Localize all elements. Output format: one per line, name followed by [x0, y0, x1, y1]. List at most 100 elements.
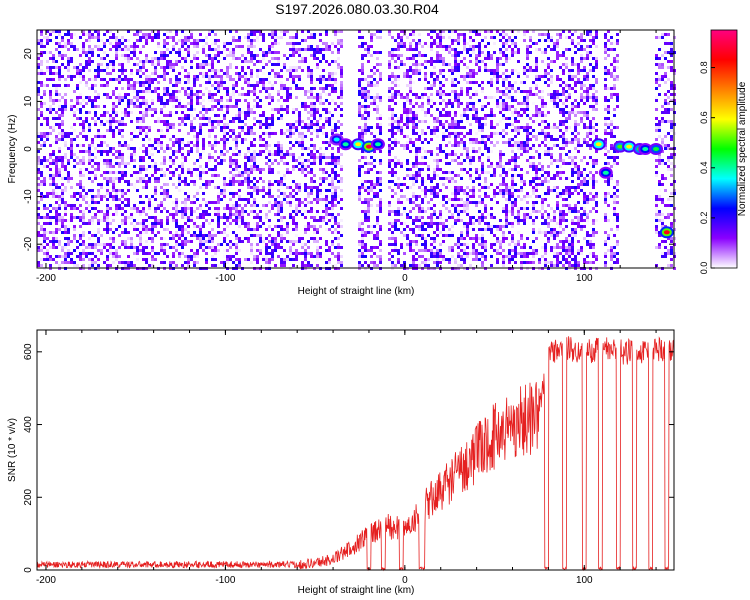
heatmap-cell	[418, 255, 421, 258]
heatmap-cell	[175, 57, 178, 60]
heatmap-cell	[61, 45, 64, 48]
heatmap-cell	[289, 201, 292, 204]
heatmap-cell	[433, 246, 436, 249]
heatmap-cell	[301, 39, 304, 42]
heatmap-cell	[106, 216, 109, 219]
heatmap-cell	[232, 105, 235, 108]
heatmap-cell	[370, 246, 373, 249]
heatmap-cell	[238, 132, 241, 135]
heatmap-cell	[106, 165, 109, 168]
heatmap-cell	[208, 30, 211, 33]
heatmap-cell	[439, 150, 442, 153]
heatmap-cell	[289, 240, 292, 243]
heatmap-cell	[235, 45, 238, 48]
heatmap-cell	[391, 87, 394, 90]
heatmap-cell	[244, 165, 247, 168]
heatmap-cell	[295, 183, 298, 186]
heatmap-cell	[364, 90, 367, 93]
heatmap-cell	[247, 81, 250, 84]
heatmap-cell	[238, 120, 241, 123]
heatmap-cell	[466, 117, 469, 120]
heatmap-cell	[202, 171, 205, 174]
heatmap-cell	[259, 171, 262, 174]
heatmap-cell	[466, 51, 469, 54]
heatmap-cell	[106, 54, 109, 57]
heatmap-cell	[148, 216, 151, 219]
heatmap-cell	[136, 207, 139, 210]
heatmap-cell	[115, 78, 118, 81]
heatmap-cell	[370, 162, 373, 165]
heatmap-cell	[217, 45, 220, 48]
heatmap-cell	[427, 264, 430, 267]
heatmap-cell	[295, 228, 298, 231]
heatmap-cell	[292, 42, 295, 45]
heatmap-cell	[223, 192, 226, 195]
heatmap-cell	[214, 207, 217, 210]
heatmap-cell	[88, 189, 91, 192]
heatmap-cell	[451, 234, 454, 237]
heatmap-cell	[427, 108, 430, 111]
heatmap-cell	[265, 96, 268, 99]
heatmap-cell	[439, 201, 442, 204]
heatmap-cell	[223, 126, 226, 129]
heatmap-cell	[403, 75, 406, 78]
heatmap-cell	[430, 237, 433, 240]
heatmap-cell	[190, 174, 193, 177]
heatmap-cell	[409, 174, 412, 177]
heatmap-cell	[388, 63, 391, 66]
heatmap-cell	[262, 51, 265, 54]
heatmap-cell	[331, 60, 334, 63]
heatmap-cell	[307, 159, 310, 162]
heatmap-cell	[421, 222, 424, 225]
heatmap-cell	[298, 114, 301, 117]
heatmap-cell	[196, 75, 199, 78]
heatmap-cell	[379, 150, 382, 153]
heatmap-cell	[133, 51, 136, 54]
heatmap-cell	[217, 243, 220, 246]
heatmap-cell	[181, 213, 184, 216]
heatmap-cell	[223, 186, 226, 189]
heatmap-cell	[250, 144, 253, 147]
heatmap-cell	[283, 216, 286, 219]
heatmap-cell	[130, 111, 133, 114]
heatmap-cell	[217, 210, 220, 213]
heatmap-cell	[466, 153, 469, 156]
heatmap-cell	[52, 150, 55, 153]
heatmap-cell	[226, 234, 229, 237]
heatmap-cell	[397, 84, 400, 87]
heatmap-cell	[214, 246, 217, 249]
heatmap-cell	[103, 135, 106, 138]
heatmap-cell	[52, 240, 55, 243]
heatmap-cell	[433, 195, 436, 198]
heatmap-cell	[466, 234, 469, 237]
heatmap-cell	[409, 57, 412, 60]
heatmap-cell	[142, 177, 145, 180]
heatmap-cell	[187, 36, 190, 39]
heatmap-cell	[211, 57, 214, 60]
heatmap-cell	[247, 150, 250, 153]
heatmap-cell	[163, 195, 166, 198]
heatmap-cell	[394, 144, 397, 147]
heatmap-cell	[388, 171, 391, 174]
heatmap-cell	[322, 216, 325, 219]
heatmap-cell	[208, 123, 211, 126]
heatmap-cell	[58, 174, 61, 177]
heatmap-cell	[307, 153, 310, 156]
heatmap-cell	[106, 144, 109, 147]
heatmap-cell	[334, 90, 337, 93]
heatmap-cell	[88, 69, 91, 72]
heatmap-cell	[70, 252, 73, 255]
heatmap-cell	[97, 144, 100, 147]
heatmap-cell	[412, 183, 415, 186]
heatmap-cell	[205, 42, 208, 45]
heatmap-cell	[115, 87, 118, 90]
heatmap-cell	[220, 81, 223, 84]
heatmap-cell	[175, 105, 178, 108]
heatmap-cell	[136, 249, 139, 252]
heatmap-cell	[265, 156, 268, 159]
heatmap-cell	[214, 75, 217, 78]
heatmap-cell	[199, 216, 202, 219]
heatmap-cell	[217, 201, 220, 204]
heatmap-cell	[415, 123, 418, 126]
heatmap-cell	[91, 84, 94, 87]
